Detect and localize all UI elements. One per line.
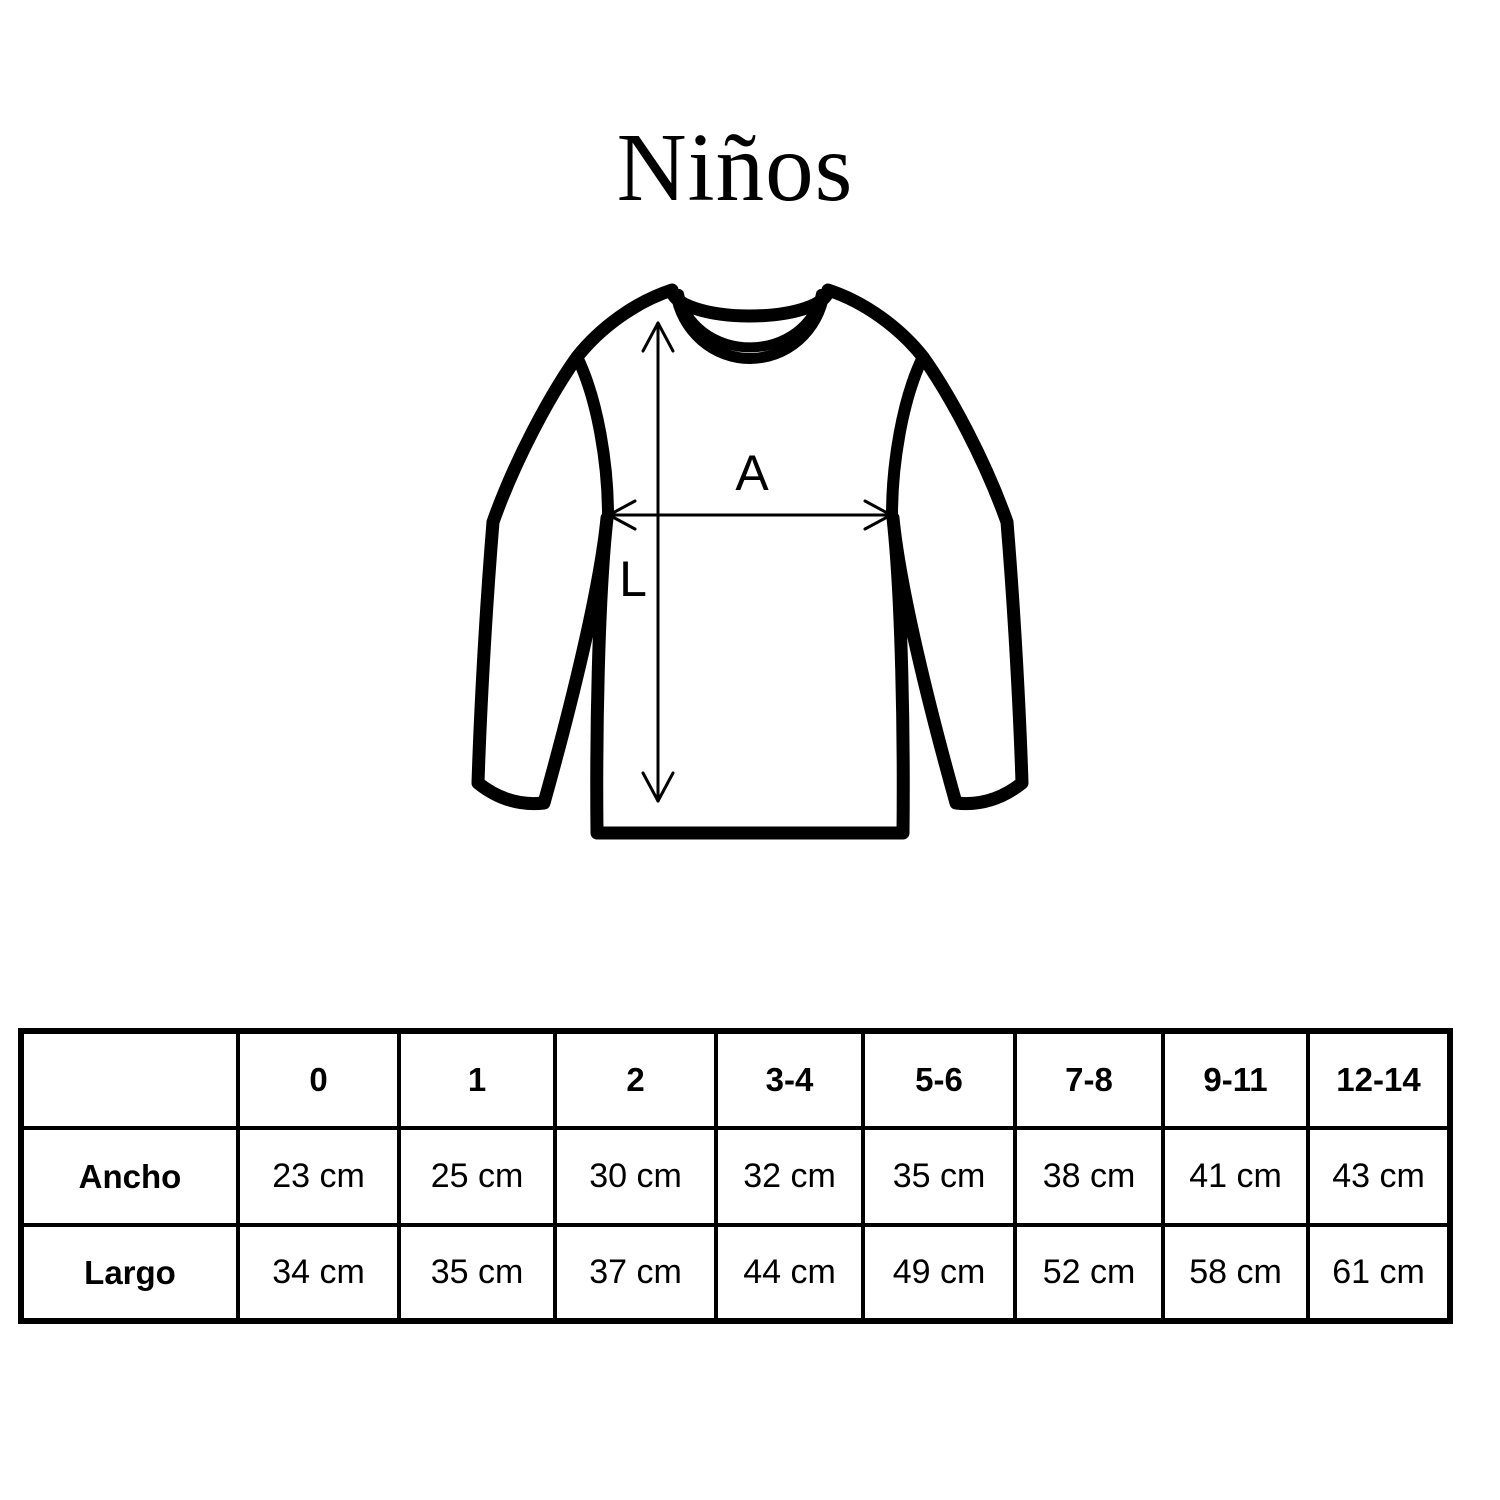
page-title-wrap: Niños xyxy=(0,112,1470,223)
measurement-cell: 61 cm xyxy=(1306,1223,1452,1323)
size-column-header: 1 xyxy=(397,1029,557,1130)
length-arrow xyxy=(641,321,675,803)
measurement-cell: 25 cm xyxy=(397,1126,557,1227)
size-chart-wrap: 0 1 2 3-4 5-6 7-8 9-11 12-14 Ancho 23 cm… xyxy=(18,1028,1453,1324)
measurement-cell: 23 cm xyxy=(236,1126,401,1227)
size-header-row: 0 1 2 3-4 5-6 7-8 9-11 12-14 xyxy=(19,1029,1452,1130)
measure-row-label: Ancho xyxy=(19,1126,240,1227)
shirt-diagram: A L xyxy=(471,283,1029,840)
shirt-outline xyxy=(471,283,1029,840)
armhole-seam-right xyxy=(886,351,929,521)
measurement-cell: 58 cm xyxy=(1161,1223,1310,1323)
measurement-cell: 35 cm xyxy=(861,1126,1017,1227)
length-row: Largo 34 cm 35 cm 37 cm 44 cm 49 cm 52 c… xyxy=(19,1223,1452,1323)
measurement-cell: 35 cm xyxy=(397,1223,557,1323)
page-title: Niños xyxy=(616,114,854,221)
measurement-cell: 41 cm xyxy=(1161,1126,1310,1227)
size-column-header: 7-8 xyxy=(1013,1029,1165,1130)
size-column-header: 12-14 xyxy=(1306,1029,1452,1130)
size-column-header: 5-6 xyxy=(861,1029,1017,1130)
measurement-cell: 43 cm xyxy=(1306,1126,1452,1227)
size-column-header: 3-4 xyxy=(714,1029,865,1130)
measure-row-label: Largo xyxy=(19,1223,240,1323)
measurement-cell: 30 cm xyxy=(553,1126,718,1227)
size-column-header: 0 xyxy=(236,1029,401,1130)
corner-cell xyxy=(19,1029,240,1130)
measurement-cell: 34 cm xyxy=(236,1223,401,1323)
width-arrow xyxy=(607,499,893,531)
measurement-cell: 52 cm xyxy=(1013,1223,1165,1323)
measurement-cell: 37 cm xyxy=(553,1223,718,1323)
armhole-seam-left xyxy=(571,351,614,521)
measurement-cell: 49 cm xyxy=(861,1223,1017,1323)
measurement-cell: 32 cm xyxy=(714,1126,865,1227)
size-column-header: 2 xyxy=(553,1029,718,1130)
measurement-cell: 38 cm xyxy=(1013,1126,1165,1227)
collar-band-inner xyxy=(674,289,826,353)
width-label: A xyxy=(735,445,769,501)
width-row: Ancho 23 cm 25 cm 30 cm 32 cm 35 cm 38 c… xyxy=(19,1126,1452,1227)
length-label: L xyxy=(619,551,647,607)
size-chart-table: 0 1 2 3-4 5-6 7-8 9-11 12-14 Ancho 23 cm… xyxy=(18,1028,1453,1324)
size-column-header: 9-11 xyxy=(1161,1029,1310,1130)
measurement-cell: 44 cm xyxy=(714,1223,865,1323)
